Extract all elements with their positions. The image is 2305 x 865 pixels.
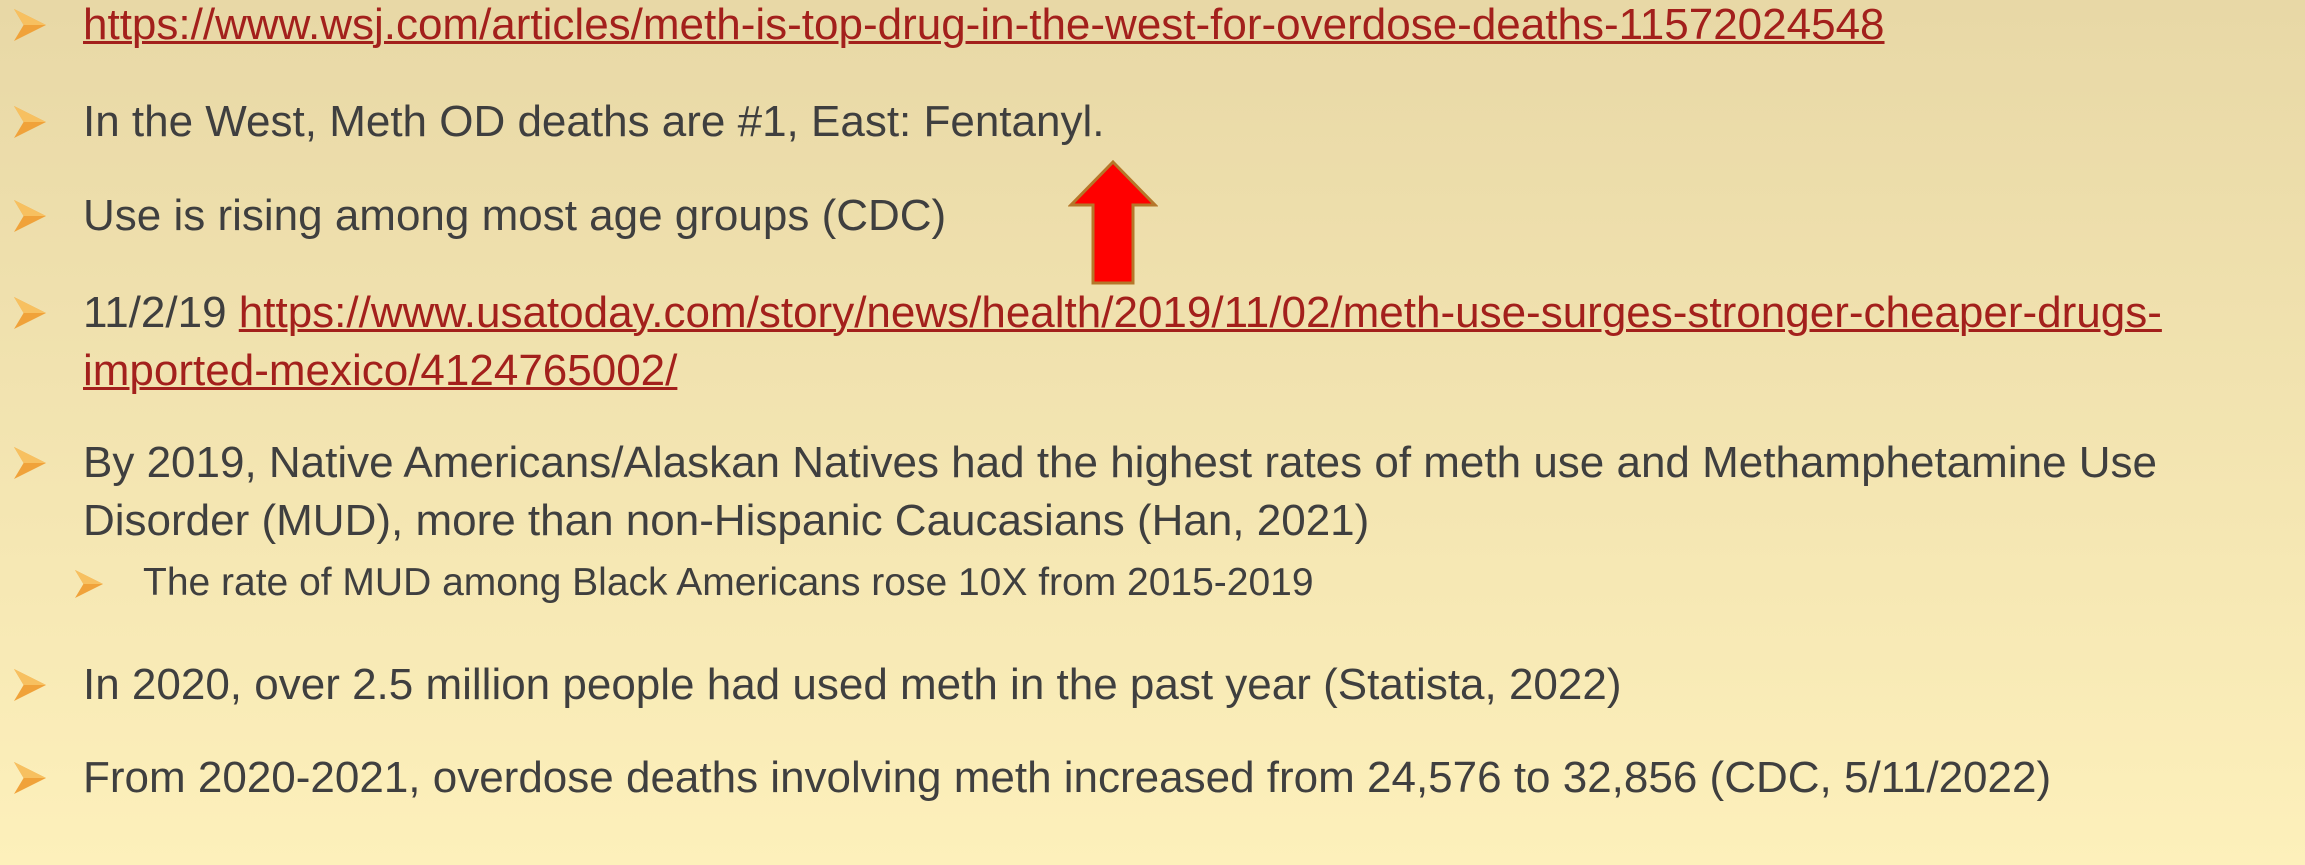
bullet-text: In 2020, over 2.5 million people had use… — [83, 660, 1622, 709]
bullet-item: In the West, Meth OD deaths are #1, East… — [83, 93, 2283, 151]
bullet-arrow — [14, 106, 46, 138]
bullet-arrow — [14, 297, 46, 329]
bullet-text: From 2020-2021, overdose deaths involvin… — [83, 753, 2052, 802]
bullet-text: By 2019, Native Americans/Alaskan Native… — [83, 438, 2158, 545]
bullet-item: Use is rising among most age groups (CDC… — [83, 187, 2283, 245]
bullet-text: Use is rising among most age groups (CDC… — [83, 191, 947, 240]
bullet-arrow — [75, 570, 103, 598]
bullet-arrow — [14, 447, 46, 479]
bullet-text: In the West, Meth OD deaths are #1, East… — [83, 97, 1105, 146]
bullet-item: In 2020, over 2.5 million people had use… — [83, 656, 2283, 714]
bullet-text: 11/2/19 — [83, 288, 227, 337]
bullet-item: https://www.wsj.com/articles/meth-is-top… — [83, 0, 2283, 54]
link[interactable]: https://www.usatoday.com/story/news/heal… — [83, 288, 2162, 395]
bullet-arrow — [14, 762, 46, 794]
bullet-item: From 2020-2021, overdose deaths involvin… — [83, 749, 2283, 807]
sub-bullet-item: The rate of MUD among Black Americans ro… — [143, 561, 1314, 604]
bullet-item: 11/2/19 https://www.usatoday.com/story/n… — [83, 284, 2283, 400]
red-up-arrow — [1068, 160, 1158, 285]
bullet-arrow — [14, 669, 46, 701]
bullet-arrow — [14, 200, 46, 232]
link[interactable]: https://www.wsj.com/articles/meth-is-top… — [83, 0, 1885, 49]
bullet-arrow — [14, 9, 46, 41]
bullet-item: By 2019, Native Americans/Alaskan Native… — [83, 434, 2283, 550]
